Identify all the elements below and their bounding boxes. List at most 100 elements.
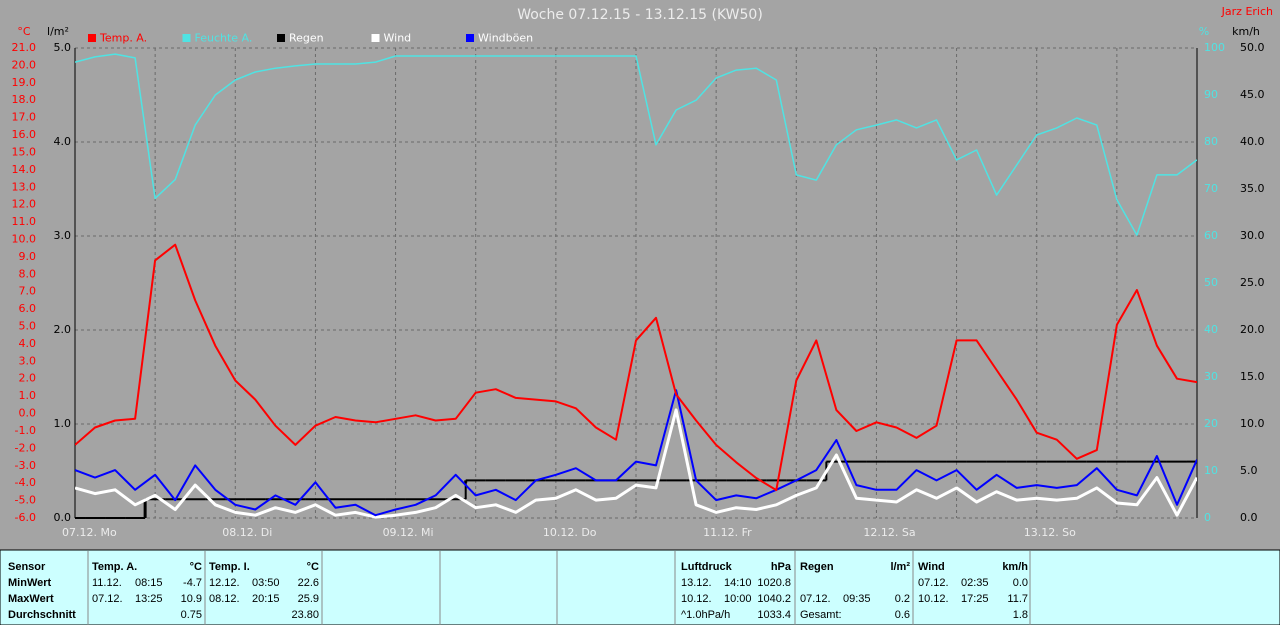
- block-title: Temp. A.: [92, 561, 137, 573]
- cell-time: 09:35: [843, 593, 871, 605]
- y-tick-label: 60: [1204, 229, 1218, 242]
- cell-value: 22.6: [298, 577, 319, 589]
- cell-time: 10:00: [724, 593, 752, 605]
- y-tick-label: 100: [1204, 41, 1225, 54]
- y-tick-label: 20.0: [1240, 323, 1265, 336]
- block-unit: hPa: [771, 561, 792, 573]
- cell-date: ^1.0hPa/h: [681, 609, 730, 621]
- cell-value: 1020.8: [757, 577, 791, 589]
- cell-time: 08:15: [135, 577, 163, 589]
- y-tick-label: 3.0: [54, 229, 72, 242]
- row-label: MinWert: [8, 577, 52, 589]
- x-tick-label: 08.12. Di: [222, 526, 272, 539]
- y-tick-label: 10.0: [12, 232, 37, 245]
- y-tick-label: 19.0: [12, 76, 37, 89]
- y-tick-label: -6.0: [15, 511, 36, 524]
- y-tick-label: 15.0: [1240, 370, 1265, 383]
- series-line: [75, 53, 1197, 236]
- cell-date: Gesamt:: [800, 609, 842, 621]
- author: Jarz Erich: [1221, 5, 1273, 18]
- cell-date: 08.12.: [209, 593, 240, 605]
- block-unit: °C: [190, 561, 202, 573]
- block-title: Regen: [800, 561, 834, 573]
- y-tick-label: 50.0: [1240, 41, 1265, 54]
- row-label: Sensor: [8, 561, 46, 573]
- stats-table: Sensor MinWert MaxWert Durchschnitt Temp. A.…: [8, 551, 1031, 625]
- cell-value: 25.9: [298, 593, 319, 605]
- block-title: Wind: [918, 561, 945, 573]
- y-tick-label: 7.0: [19, 285, 37, 298]
- cell-date: 10.12.: [918, 593, 949, 605]
- block-title: Luftdruck: [681, 561, 733, 573]
- background: [0, 0, 1280, 550]
- y-tick-label: 14.0: [12, 163, 37, 176]
- cell-date: 11.12.: [92, 577, 122, 589]
- y-tick-label: 0.0: [19, 407, 37, 420]
- series-line: [75, 408, 1197, 519]
- y-tick-label: 50: [1204, 276, 1218, 289]
- legend-label: Temp. A.: [99, 32, 147, 45]
- y-tick-label: 0.0: [1240, 511, 1258, 524]
- cell-date: 07.12.: [92, 593, 123, 605]
- cell-value: 1040.2: [757, 593, 791, 605]
- legend-label: Wind: [384, 32, 412, 45]
- y-tick-label: 90: [1204, 88, 1218, 101]
- y-tick-label: 5.0: [19, 320, 37, 333]
- y-tick-label: 20: [1204, 417, 1218, 430]
- y-tick-label: 5.0: [54, 41, 72, 54]
- y-tick-label: 11.0: [12, 215, 37, 228]
- y-tick-label: 3.0: [19, 354, 37, 367]
- y-tick-label: 15.0: [12, 145, 37, 158]
- cell-value: 23.80: [291, 609, 319, 621]
- y-tick-label: -5.0: [15, 494, 36, 507]
- block-unit: l/m²: [890, 561, 910, 573]
- legend-swatch: [466, 34, 474, 42]
- cell-value: 1.8: [1013, 609, 1028, 621]
- y-tick-label: 0.0: [54, 511, 72, 524]
- y-tick-label: 18.0: [12, 93, 37, 106]
- legend-label: Feuchte A.: [195, 32, 253, 45]
- cell-value: 1033.4: [757, 609, 791, 621]
- stats-panel: [0, 549, 1280, 625]
- cell-value: 0.6: [895, 609, 910, 621]
- y-tick-label: 2.0: [54, 323, 72, 336]
- y-tick-label: 4.0: [19, 337, 37, 350]
- legend-label: Regen: [289, 32, 324, 45]
- y-tick-label: 21.0: [12, 41, 37, 54]
- cell-time: 17:25: [961, 593, 989, 605]
- y-tick-label: -3.0: [15, 459, 36, 472]
- cell-time: 13:25: [135, 593, 163, 605]
- y-tick-label: 16.0: [12, 128, 37, 141]
- x-tick-label: 07.12. Mo: [62, 526, 117, 539]
- y-tick-label: 1.0: [19, 389, 37, 402]
- cell-date: 13.12.: [681, 577, 712, 589]
- cell-date: 07.12.: [800, 593, 831, 605]
- series-line: [75, 389, 1197, 517]
- cell-value: -4.7: [183, 577, 202, 589]
- cell-time: 02:35: [961, 577, 989, 589]
- x-tick-label: 10.12. Do: [543, 526, 597, 539]
- cell-time: 20:15: [252, 593, 280, 605]
- row-label: MaxWert: [8, 593, 54, 605]
- cell-date: 12.12.: [209, 577, 240, 589]
- cell-value: 0.0: [1013, 577, 1028, 589]
- chart-title: Woche 07.12.15 - 13.12.15 (KW50): [517, 7, 763, 23]
- cell-value: 0.2: [895, 593, 910, 605]
- y-tick-label: 8.0: [19, 267, 37, 280]
- axis-title: l/m²: [47, 25, 69, 38]
- row-label: Durchschnitt: [8, 609, 76, 621]
- x-tick-label: 12.12. Sa: [863, 526, 915, 539]
- y-tick-label: 10.0: [1240, 417, 1265, 430]
- y-tick-label: 40: [1204, 323, 1218, 336]
- y-tick-label: 2.0: [19, 372, 37, 385]
- block-unit: °C: [307, 561, 319, 573]
- y-tick-label: 10: [1204, 464, 1218, 477]
- axis-title: km/h: [1232, 25, 1260, 38]
- y-tick-label: 25.0: [1240, 276, 1265, 289]
- y-tick-label: 13.0: [12, 180, 37, 193]
- y-tick-label: -1.0: [15, 424, 36, 437]
- y-tick-label: 12.0: [12, 198, 37, 211]
- y-tick-label: 6.0: [19, 302, 37, 315]
